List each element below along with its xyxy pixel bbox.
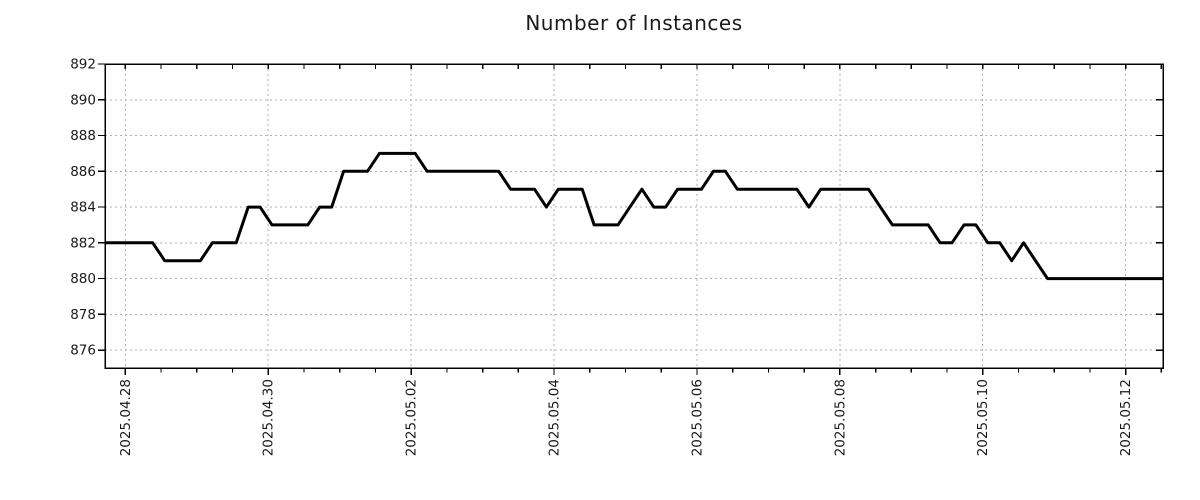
y-tick-label: 878 xyxy=(70,307,96,323)
x-tick-label: 2025.05.12 xyxy=(1118,379,1134,456)
x-tick-label: 2025.05.08 xyxy=(832,379,848,456)
x-tick-label: 2025.05.06 xyxy=(689,379,705,456)
x-tick-label: 2025.05.10 xyxy=(975,379,991,456)
y-tick-label: 890 xyxy=(70,92,96,108)
x-tick-label: 2025.05.02 xyxy=(404,379,420,456)
plot-border xyxy=(104,63,1164,369)
x-tick-label: 2025.04.30 xyxy=(261,379,277,456)
y-tick-label: 882 xyxy=(70,235,96,251)
x-tick-label: 2025.04.28 xyxy=(118,379,134,456)
y-tick-label: 886 xyxy=(70,164,96,180)
y-tick-label: 892 xyxy=(70,57,96,73)
chart-title: Number of Instances xyxy=(525,11,743,35)
x-tick-label: 2025.05.04 xyxy=(547,379,563,456)
data-line xyxy=(105,151,1163,281)
y-tick-label: 884 xyxy=(70,200,96,216)
y-tick-label: 876 xyxy=(70,343,96,359)
y-tick-label: 880 xyxy=(70,271,96,287)
y-tick-label: 888 xyxy=(70,128,96,144)
